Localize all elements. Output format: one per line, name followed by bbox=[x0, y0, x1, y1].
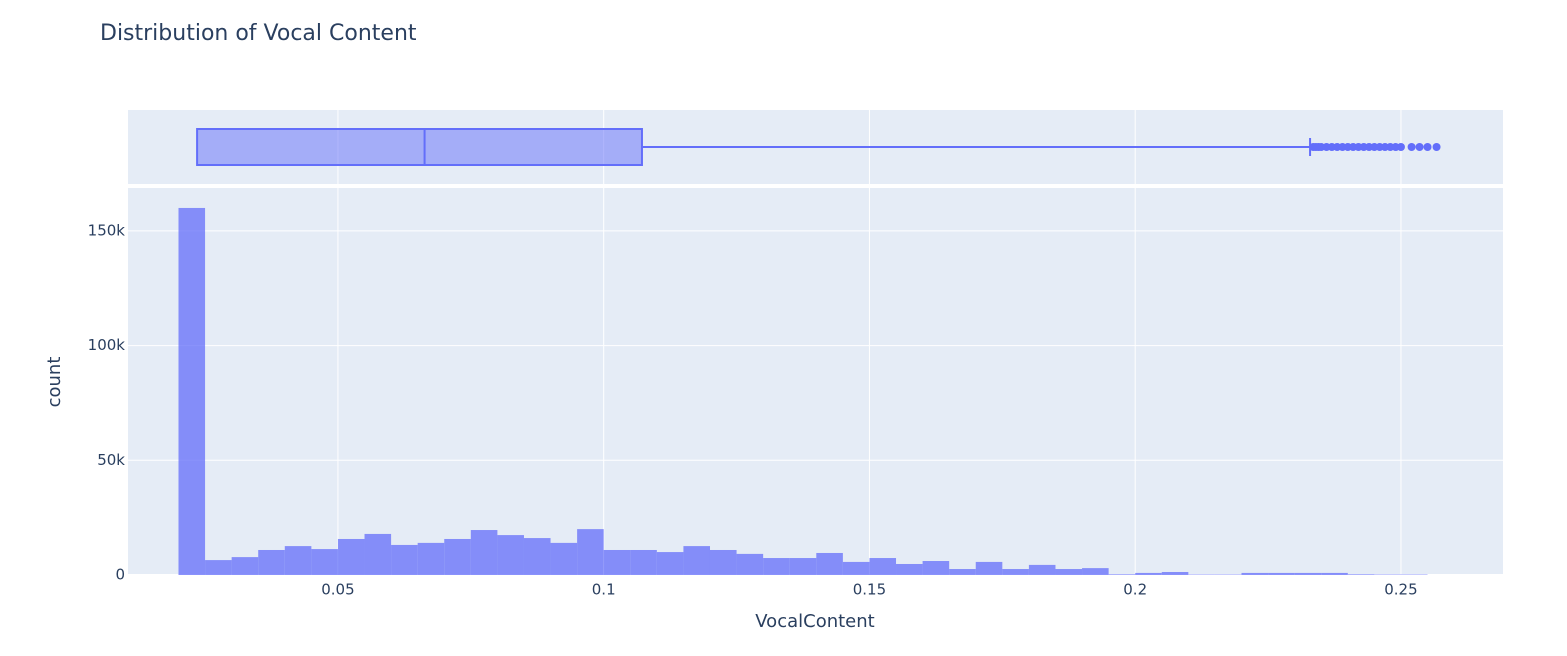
histogram-panel bbox=[128, 188, 1503, 575]
bar bbox=[523, 538, 551, 575]
bar bbox=[1241, 572, 1269, 575]
x-tick-label: 0.1 bbox=[592, 581, 616, 599]
bar bbox=[1135, 572, 1162, 575]
bar bbox=[709, 549, 737, 575]
bar bbox=[1347, 574, 1375, 575]
x-tick-label: 0.15 bbox=[853, 581, 886, 599]
y-tick-label: 100k bbox=[88, 336, 126, 354]
bar bbox=[922, 561, 950, 575]
bar bbox=[789, 558, 817, 575]
outlier bbox=[1423, 143, 1432, 151]
y-axis-title: count bbox=[44, 357, 65, 408]
bar bbox=[949, 569, 976, 575]
y-tick-label: 0 bbox=[115, 566, 125, 584]
bar bbox=[337, 538, 365, 575]
bar bbox=[656, 552, 684, 575]
bar bbox=[1028, 564, 1056, 575]
bar bbox=[1108, 574, 1136, 575]
bar bbox=[1321, 572, 1348, 575]
bar bbox=[205, 560, 232, 575]
y-tick-label: 50k bbox=[97, 451, 125, 469]
bar bbox=[391, 544, 418, 575]
bar bbox=[1082, 568, 1109, 575]
bar bbox=[1161, 572, 1189, 575]
bar bbox=[816, 552, 843, 575]
x-tick-label: 0.2 bbox=[1123, 581, 1147, 599]
bar bbox=[869, 558, 897, 575]
outlier bbox=[1432, 143, 1441, 151]
bar bbox=[364, 533, 392, 575]
bar bbox=[1055, 569, 1083, 575]
bar bbox=[577, 529, 604, 575]
box bbox=[196, 128, 643, 166]
bar bbox=[763, 558, 790, 575]
x-axis-title: VocalContent bbox=[755, 611, 874, 632]
x-tick-label: 0.05 bbox=[321, 581, 354, 599]
bar bbox=[497, 535, 524, 575]
chart-title: Distribution of Vocal Content bbox=[100, 21, 417, 46]
outlier bbox=[1396, 143, 1405, 151]
bar bbox=[417, 542, 445, 575]
bar bbox=[550, 542, 578, 575]
bar bbox=[1294, 572, 1322, 575]
outlier bbox=[1415, 143, 1424, 151]
bar bbox=[258, 549, 285, 575]
bar bbox=[736, 553, 764, 575]
y-tick-label: 150k bbox=[88, 221, 126, 239]
bar bbox=[178, 207, 206, 575]
bar bbox=[231, 557, 259, 575]
x-tick-label: 0.25 bbox=[1384, 581, 1417, 599]
bar bbox=[444, 538, 471, 575]
bar bbox=[630, 549, 657, 575]
bar bbox=[603, 549, 631, 575]
bar bbox=[470, 530, 498, 575]
bar bbox=[311, 549, 338, 575]
bar bbox=[896, 563, 923, 575]
bar bbox=[1268, 572, 1295, 575]
bar bbox=[975, 561, 1003, 575]
bar bbox=[284, 546, 312, 575]
outlier bbox=[1407, 143, 1416, 151]
bar bbox=[683, 546, 710, 575]
bar bbox=[842, 561, 870, 575]
bar bbox=[1002, 569, 1029, 575]
